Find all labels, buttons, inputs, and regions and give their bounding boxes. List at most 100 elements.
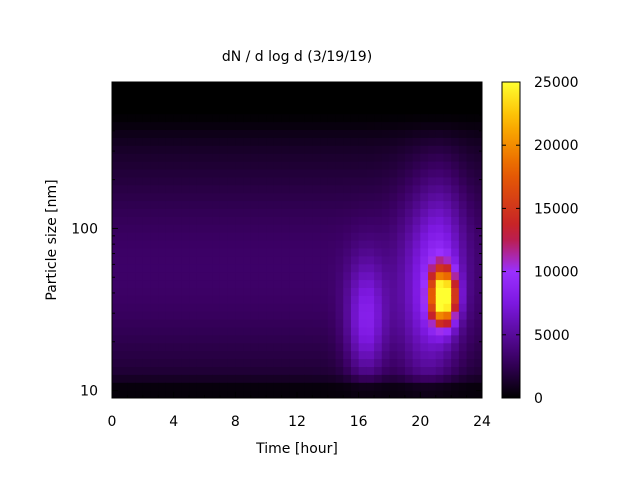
heatmap-cell	[158, 113, 167, 123]
heatmap-cell	[258, 105, 267, 115]
heatmap-cell	[420, 176, 429, 186]
heatmap-cell	[119, 137, 129, 146]
heatmap-cell	[250, 168, 260, 178]
heatmap-cell	[250, 161, 260, 170]
heatmap-cell	[335, 232, 344, 241]
heatmap-cell	[204, 358, 213, 367]
heatmap-cell	[243, 161, 252, 170]
heatmap-cell	[289, 247, 298, 257]
heatmap-cell	[196, 97, 206, 107]
heatmap-cell	[196, 121, 206, 130]
heatmap-cell	[235, 366, 244, 375]
heatmap-cell	[312, 271, 321, 281]
heatmap-cell	[435, 232, 445, 241]
heatmap-cell	[227, 358, 236, 367]
heatmap-cell	[366, 232, 375, 241]
heatmap-cell	[320, 240, 329, 249]
heatmap-cell	[196, 89, 206, 99]
heatmap-cell	[435, 303, 445, 312]
heatmap-cell	[381, 342, 391, 352]
heatmap-cell	[243, 89, 252, 99]
heatmap-cell	[112, 271, 121, 281]
heatmap-cell	[173, 319, 182, 328]
heatmap-cell	[243, 224, 252, 233]
heatmap-cell	[474, 145, 482, 154]
heatmap-cell	[397, 145, 406, 154]
heatmap-cell	[327, 271, 337, 281]
heatmap-cell	[397, 366, 406, 375]
heatmap-cell	[250, 390, 260, 398]
heatmap-cell	[466, 137, 475, 146]
heatmap-cell	[297, 287, 306, 296]
heatmap-cell	[343, 121, 352, 130]
heatmap-cell	[196, 319, 206, 328]
heatmap-cell	[289, 358, 298, 367]
heatmap-cell	[165, 295, 175, 304]
heatmap-cell	[420, 287, 429, 296]
heatmap-cell	[243, 263, 252, 273]
heatmap-cell	[312, 176, 321, 186]
heatmap-cell	[173, 366, 182, 375]
heatmap-cell	[212, 176, 221, 186]
heatmap-cell	[327, 82, 337, 91]
heatmap-cell	[196, 168, 206, 178]
heatmap-cell	[112, 161, 121, 170]
heatmap-cell	[358, 287, 367, 296]
heatmap-cell	[474, 334, 482, 344]
heatmap-cell	[366, 97, 375, 107]
heatmap-cell	[219, 97, 229, 107]
heatmap-cell	[289, 113, 298, 123]
heatmap-cell	[165, 184, 175, 194]
heatmap-cell	[289, 240, 298, 249]
heatmap-cell	[320, 232, 329, 241]
heatmap-cell	[196, 224, 206, 233]
heatmap-cell	[435, 255, 445, 265]
heatmap-cell	[350, 82, 360, 91]
heatmap-cell	[335, 105, 344, 115]
heatmap-cell	[435, 374, 445, 383]
heatmap-cell	[435, 319, 445, 328]
heatmap-cell	[350, 121, 360, 130]
heatmap-cell	[281, 168, 290, 178]
heatmap-cell	[127, 137, 136, 146]
heatmap-cell	[135, 129, 144, 138]
heatmap-cell	[335, 287, 344, 296]
heatmap-cell	[374, 326, 383, 336]
heatmap-cell	[127, 255, 136, 265]
heatmap-cell	[435, 311, 445, 320]
heatmap-cell	[420, 121, 429, 130]
heatmap-cell	[304, 263, 314, 273]
heatmap-cell	[266, 200, 275, 209]
heatmap-cell	[381, 263, 391, 273]
heatmap-cell	[289, 295, 298, 304]
heatmap-cell	[142, 161, 152, 170]
heatmap-cell	[158, 208, 167, 217]
heatmap-cell	[474, 208, 482, 217]
heatmap-cell	[219, 113, 229, 123]
heatmap-cell	[142, 326, 152, 336]
heatmap-cell	[451, 82, 460, 91]
heatmap-cell	[443, 342, 452, 352]
heatmap-cell	[135, 295, 144, 304]
heatmap-cell	[343, 326, 352, 336]
heatmap-cell	[335, 168, 344, 178]
heatmap-cell	[366, 82, 375, 91]
heatmap-cell	[350, 358, 360, 367]
heatmap-cell	[135, 358, 144, 367]
heatmap-cell	[289, 350, 298, 360]
heatmap-cell	[119, 232, 129, 241]
heatmap-cell	[366, 176, 375, 186]
heatmap-cell	[173, 311, 182, 320]
heatmap-cell	[196, 184, 206, 194]
heatmap-cell	[204, 192, 213, 202]
heatmap-cell	[474, 113, 482, 123]
heatmap-cell	[297, 350, 306, 360]
heatmap-cell	[320, 224, 329, 233]
heatmap-cell	[119, 374, 129, 383]
heatmap-cell	[158, 247, 167, 257]
heatmap-cell	[273, 161, 283, 170]
heatmap-cell	[320, 168, 329, 178]
heatmap-cell	[304, 129, 314, 138]
heatmap-cell	[374, 145, 383, 154]
